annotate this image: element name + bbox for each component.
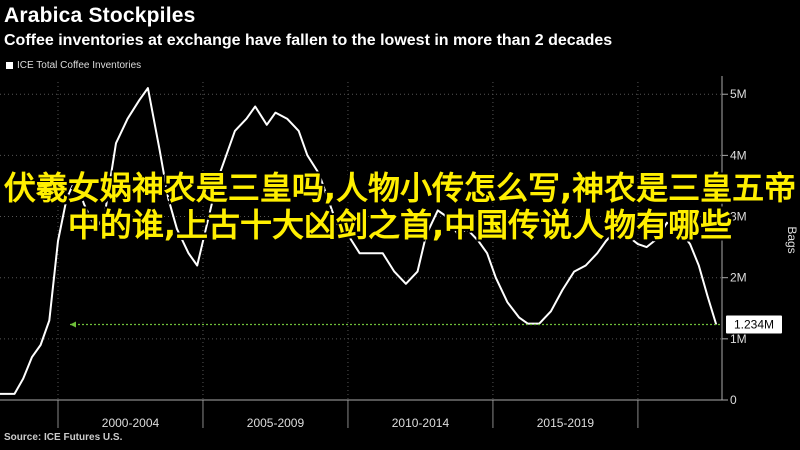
y-tick-label: 4M [730,148,747,162]
reference-label: 1.234M [734,318,774,332]
reference-label-box [726,315,782,334]
reference-arrow [70,321,76,328]
series-layer [0,87,718,395]
x-tick-label: 2015-2019 [537,416,595,430]
y-tick-label: 2M [730,271,747,285]
legend-swatch [6,62,13,69]
chart-subtitle: Coffee inventories at exchange have fall… [4,32,613,49]
y-tick-label: 1M [730,332,747,346]
y-tick-label: 3M [730,210,747,224]
reference-layer: 1.234M [70,315,782,334]
overlay-banner-text: 伏羲女娲神农是三皇吗,人物小传怎么写,神农是三皇五帝中的谁,上古十大凶剑之首,中… [3,169,797,244]
legend: ICE Total Coffee Inventories [6,60,141,71]
y-axis-label: Bags [785,226,799,253]
x-tick-label: 2010-2014 [392,416,450,430]
x-tick-label: 2000-2004 [102,416,160,430]
axis-layer: 0 1M 2M 3M 4M 5M 2000-2004 2005-2009 2010-2014 20… [0,76,799,430]
y-tick-label: 5M [730,87,747,101]
chart-title: Arabica Stockpiles [4,4,196,27]
source-note: Source: ICE Futures U.S. [4,432,123,443]
y-tick-label: 0 [730,393,737,407]
legend-label: ICE Total Coffee Inventories [17,60,142,71]
series-line [0,87,718,395]
x-tick-label: 2005-2009 [247,416,305,430]
